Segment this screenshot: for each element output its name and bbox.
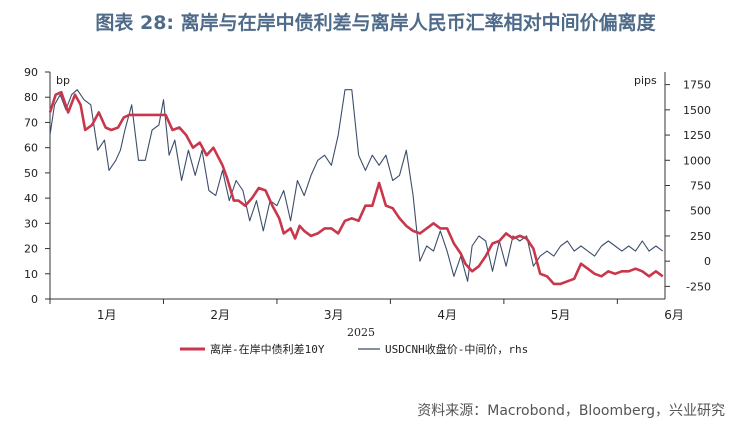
right-axis-tick-label: 750 [690,180,711,193]
left-axis-tick-label: 70 [24,116,38,129]
left-axis-tick-label: 60 [24,142,38,155]
right-axis-unit: pips [634,74,657,87]
left-axis-tick-label: 0 [31,293,38,306]
x-axis-month-label: 1月 [97,308,117,322]
left-axis-tick-label: 90 [24,66,38,79]
left-axis-tick-label: 30 [24,217,38,230]
right-axis-tick-label: 1750 [683,79,711,92]
left-axis-tick-label: 40 [24,192,38,205]
chart-title: 图表 28: 离岸与在岸中债利差与离岸人民币汇率相对中间价偏离度 [95,12,656,34]
left-axis-unit: bp [56,74,70,87]
left-axis-tick-label: 50 [24,167,38,180]
right-axis-tick-label: 1250 [683,129,711,142]
left-axis-tick-label: 80 [24,91,38,104]
right-axis-tick-label: 0 [704,255,711,268]
left-axis-tick-label: 10 [24,268,38,281]
legend-label-usdcnh: USDCNH收盘价-中间价，rhs [385,342,528,356]
series-line-spread [48,90,664,286]
right-axis-tick-label: -250 [686,280,711,293]
series-group [48,89,664,286]
left-axis-tick-label: 20 [24,243,38,256]
x-axis-month-label: 4月 [437,308,457,322]
source-note: 资料来源：Macrobond，Bloomberg，兴业研究 [417,403,725,419]
right-axis-tick-label: 500 [690,205,711,218]
x-axis-year-label: 2025 [347,326,375,339]
legend-label-spread: 离岸-在岸中债利差10Y [210,342,325,356]
x-axis-month-label: 2月 [210,308,230,322]
series-line-usdcnh [49,89,664,282]
x-axis-month-label: 3月 [324,308,344,322]
x-axis-month-label: 6月 [664,308,684,322]
right-axis-tick-label: 1500 [683,104,711,117]
axes-group: 0 10 20 30 40 50 60 70 80 90 -250 0 250 500 750 1000 125… [24,66,711,322]
x-axis-month-label: 5月 [551,308,571,322]
right-axis-tick-label: 250 [690,230,711,243]
right-axis-tick-label: 1000 [683,154,711,167]
legend: 离岸-在岸中债利差10Y USDCNH收盘价-中间价，rhs [180,342,528,356]
